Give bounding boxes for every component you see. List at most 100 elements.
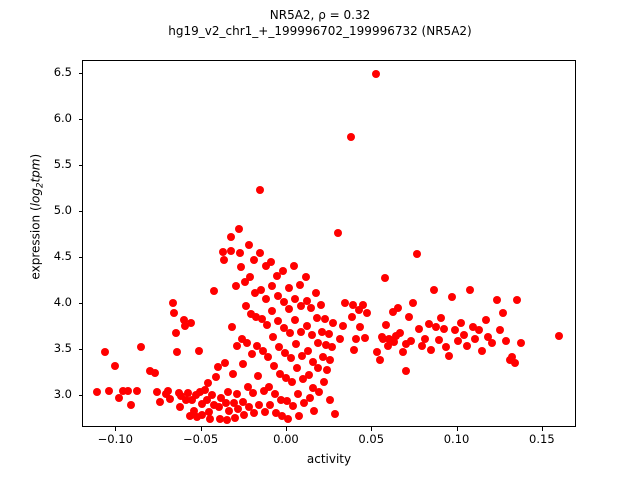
data-point bbox=[295, 280, 304, 289]
data-point bbox=[288, 377, 297, 386]
data-point bbox=[392, 331, 401, 340]
data-point bbox=[290, 294, 299, 303]
data-point bbox=[219, 255, 228, 264]
data-point bbox=[516, 338, 525, 347]
data-point bbox=[310, 406, 319, 415]
data-point bbox=[150, 368, 159, 377]
data-point bbox=[282, 374, 291, 383]
data-point bbox=[213, 362, 222, 371]
data-point bbox=[114, 393, 123, 402]
data-point bbox=[309, 384, 318, 393]
data-point bbox=[198, 411, 207, 420]
data-point bbox=[223, 415, 232, 424]
data-point bbox=[298, 351, 307, 360]
data-point bbox=[339, 322, 348, 331]
data-point bbox=[209, 286, 218, 295]
data-point bbox=[212, 372, 221, 381]
y-axis-tick-label: 5.0 bbox=[53, 203, 72, 218]
data-point bbox=[439, 324, 448, 333]
data-point bbox=[305, 371, 314, 380]
data-point bbox=[358, 301, 367, 310]
data-point bbox=[294, 412, 303, 421]
data-point bbox=[237, 334, 246, 343]
data-point bbox=[197, 399, 206, 408]
data-point bbox=[180, 322, 189, 331]
data-point bbox=[283, 414, 292, 423]
data-point bbox=[241, 278, 250, 287]
data-point bbox=[284, 283, 293, 292]
data-point bbox=[105, 386, 114, 395]
data-point bbox=[210, 401, 219, 410]
data-point bbox=[478, 346, 487, 355]
data-point bbox=[271, 408, 280, 417]
data-point bbox=[191, 391, 200, 400]
data-point bbox=[230, 414, 239, 423]
data-point bbox=[404, 313, 413, 322]
x-axis-tick-label: 0.00 bbox=[273, 432, 299, 446]
data-point bbox=[258, 315, 267, 324]
data-point bbox=[388, 307, 397, 316]
x-axis-tick-label: 0.05 bbox=[358, 432, 385, 446]
data-point bbox=[276, 396, 285, 405]
data-point bbox=[513, 295, 522, 304]
data-point bbox=[471, 335, 480, 344]
data-point bbox=[402, 367, 411, 376]
data-point bbox=[137, 342, 146, 351]
y-axis-tick-label: 5.5 bbox=[53, 156, 72, 171]
y-axis-tick bbox=[78, 257, 82, 259]
data-point bbox=[492, 295, 501, 304]
data-point bbox=[277, 411, 286, 420]
data-point bbox=[193, 413, 202, 422]
data-point bbox=[179, 315, 188, 324]
data-point bbox=[248, 388, 257, 397]
data-point bbox=[442, 342, 451, 351]
data-point bbox=[202, 396, 211, 405]
data-point bbox=[281, 348, 290, 357]
data-point bbox=[383, 342, 392, 351]
x-axis-tick bbox=[285, 427, 287, 431]
data-point bbox=[412, 249, 421, 258]
data-point bbox=[227, 246, 236, 255]
data-point bbox=[346, 132, 355, 141]
data-point bbox=[206, 414, 215, 423]
x-axis-label: activity bbox=[306, 452, 352, 466]
data-point bbox=[465, 286, 474, 295]
data-point bbox=[269, 333, 278, 342]
data-point bbox=[246, 273, 255, 282]
data-point bbox=[288, 402, 297, 411]
data-point bbox=[297, 327, 306, 336]
data-point bbox=[313, 338, 322, 347]
chart-subtitle: hg19_v2_chr1_+_199996702_199996732 (NR5A… bbox=[168, 23, 472, 38]
data-point bbox=[101, 348, 110, 357]
data-point bbox=[201, 385, 209, 394]
data-point bbox=[293, 364, 302, 373]
data-point bbox=[256, 248, 265, 257]
data-point bbox=[510, 359, 519, 368]
chart-title-block: NR5A2, ρ = 0.32 hg19_v2_chr1_+_199996702… bbox=[0, 8, 640, 40]
data-point bbox=[228, 323, 237, 332]
data-point bbox=[314, 363, 323, 372]
y-axis-tick-label: 4.0 bbox=[53, 295, 72, 310]
data-point bbox=[432, 323, 441, 332]
data-point bbox=[326, 396, 335, 405]
data-point bbox=[301, 272, 310, 281]
x-axis-tick bbox=[200, 427, 202, 431]
data-point bbox=[253, 372, 262, 381]
chart-title: NR5A2, ρ = 0.32 bbox=[269, 8, 371, 22]
data-point bbox=[371, 70, 380, 79]
y-axis-tick bbox=[78, 349, 82, 351]
data-point bbox=[381, 273, 390, 282]
data-point bbox=[393, 303, 402, 312]
data-point bbox=[249, 409, 258, 418]
data-point bbox=[317, 327, 326, 336]
data-point bbox=[287, 354, 296, 363]
data-point bbox=[272, 271, 281, 280]
data-point bbox=[289, 261, 298, 270]
data-point bbox=[321, 314, 330, 323]
data-point bbox=[406, 336, 415, 345]
data-point bbox=[264, 352, 273, 361]
data-point bbox=[354, 305, 363, 314]
data-point bbox=[215, 415, 224, 424]
data-point bbox=[236, 262, 245, 271]
data-point bbox=[183, 389, 192, 398]
